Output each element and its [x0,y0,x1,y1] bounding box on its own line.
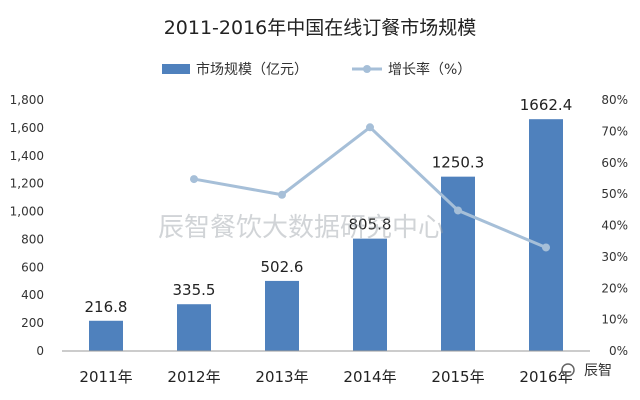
right-y-tick-label: 10% [601,313,628,327]
growth-point [190,175,198,184]
legend-swatch-bar [162,64,190,74]
brand-icon [561,363,575,377]
right-y-tick-label: 60% [601,156,628,170]
left-y-tick-label: 400 [21,288,44,302]
bar [353,238,387,351]
legend-swatch-marker [363,65,371,73]
brand-label: 辰智 [584,363,612,379]
right-y-tick-label: 40% [601,219,628,233]
brand: 辰智 [561,363,612,379]
growth-point [454,206,462,215]
left-y-tick-label: 800 [21,232,44,246]
right-y-tick-label: 70% [601,124,628,138]
bar-data-label: 805.8 [349,216,392,234]
growth-line-series [190,123,550,252]
bar [89,320,123,351]
left-y-tick-label: 0 [36,344,44,358]
legend-label-bar: 市场规模（亿元） [196,61,308,78]
bar-data-label: 502.6 [261,258,304,276]
x-tick-label: 2011年 [79,368,132,386]
chart-title: 2011-2016年中国在线订餐市场规模 [164,17,477,39]
growth-point [542,243,550,252]
left-y-tick-label: 1,200 [10,177,44,191]
bar-data-label: 335.5 [173,281,216,299]
x-tick-label: 2015年 [431,368,484,386]
x-tick-label: 2013年 [255,368,308,386]
growth-point [366,123,374,132]
right-axis: 0% 10% 20% 30% 40% 50% 60% 70% 80% [601,93,628,358]
x-axis: 2011年 2012年 2013年 2014年 2015年 2016年 [62,350,590,386]
right-y-tick-label: 80% [601,93,628,107]
left-y-tick-label: 1,600 [10,121,44,135]
bar-data-label: 216.8 [85,298,128,316]
right-y-tick-label: 30% [601,250,628,264]
bar-series [89,119,563,351]
legend: 市场规模（亿元） 增长率（%） [162,61,471,78]
bar-data-labels: 216.8 335.5 502.6 805.8 1250.3 1662.4 [85,96,573,316]
legend-label-line: 增长率（%） [388,61,471,78]
x-tick-label: 2012年 [167,368,220,386]
right-y-tick-label: 20% [601,281,628,295]
growth-point [278,190,286,199]
bar-data-label: 1662.4 [520,96,573,114]
bar [441,176,475,351]
bar [177,304,211,351]
x-tick-label: 2016年 [519,368,572,386]
watermark: 辰智餐饮大数据研究中心 [158,213,444,243]
bar [265,280,299,351]
bar-data-label: 1250.3 [432,154,485,172]
left-axis: 0 200 400 600 800 1,000 1,200 1,400 1,600 1,800 [10,93,44,358]
bar [529,119,563,351]
left-y-tick-label: 200 [21,316,44,330]
x-tick-label: 2014年 [343,368,396,386]
left-y-tick-label: 600 [21,260,44,274]
left-y-tick-label: 1,000 [10,205,44,219]
right-y-tick-label: 0% [609,344,628,358]
right-y-tick-label: 50% [601,187,628,201]
left-y-tick-label: 1,400 [10,149,44,163]
left-y-tick-label: 1,800 [10,93,44,107]
